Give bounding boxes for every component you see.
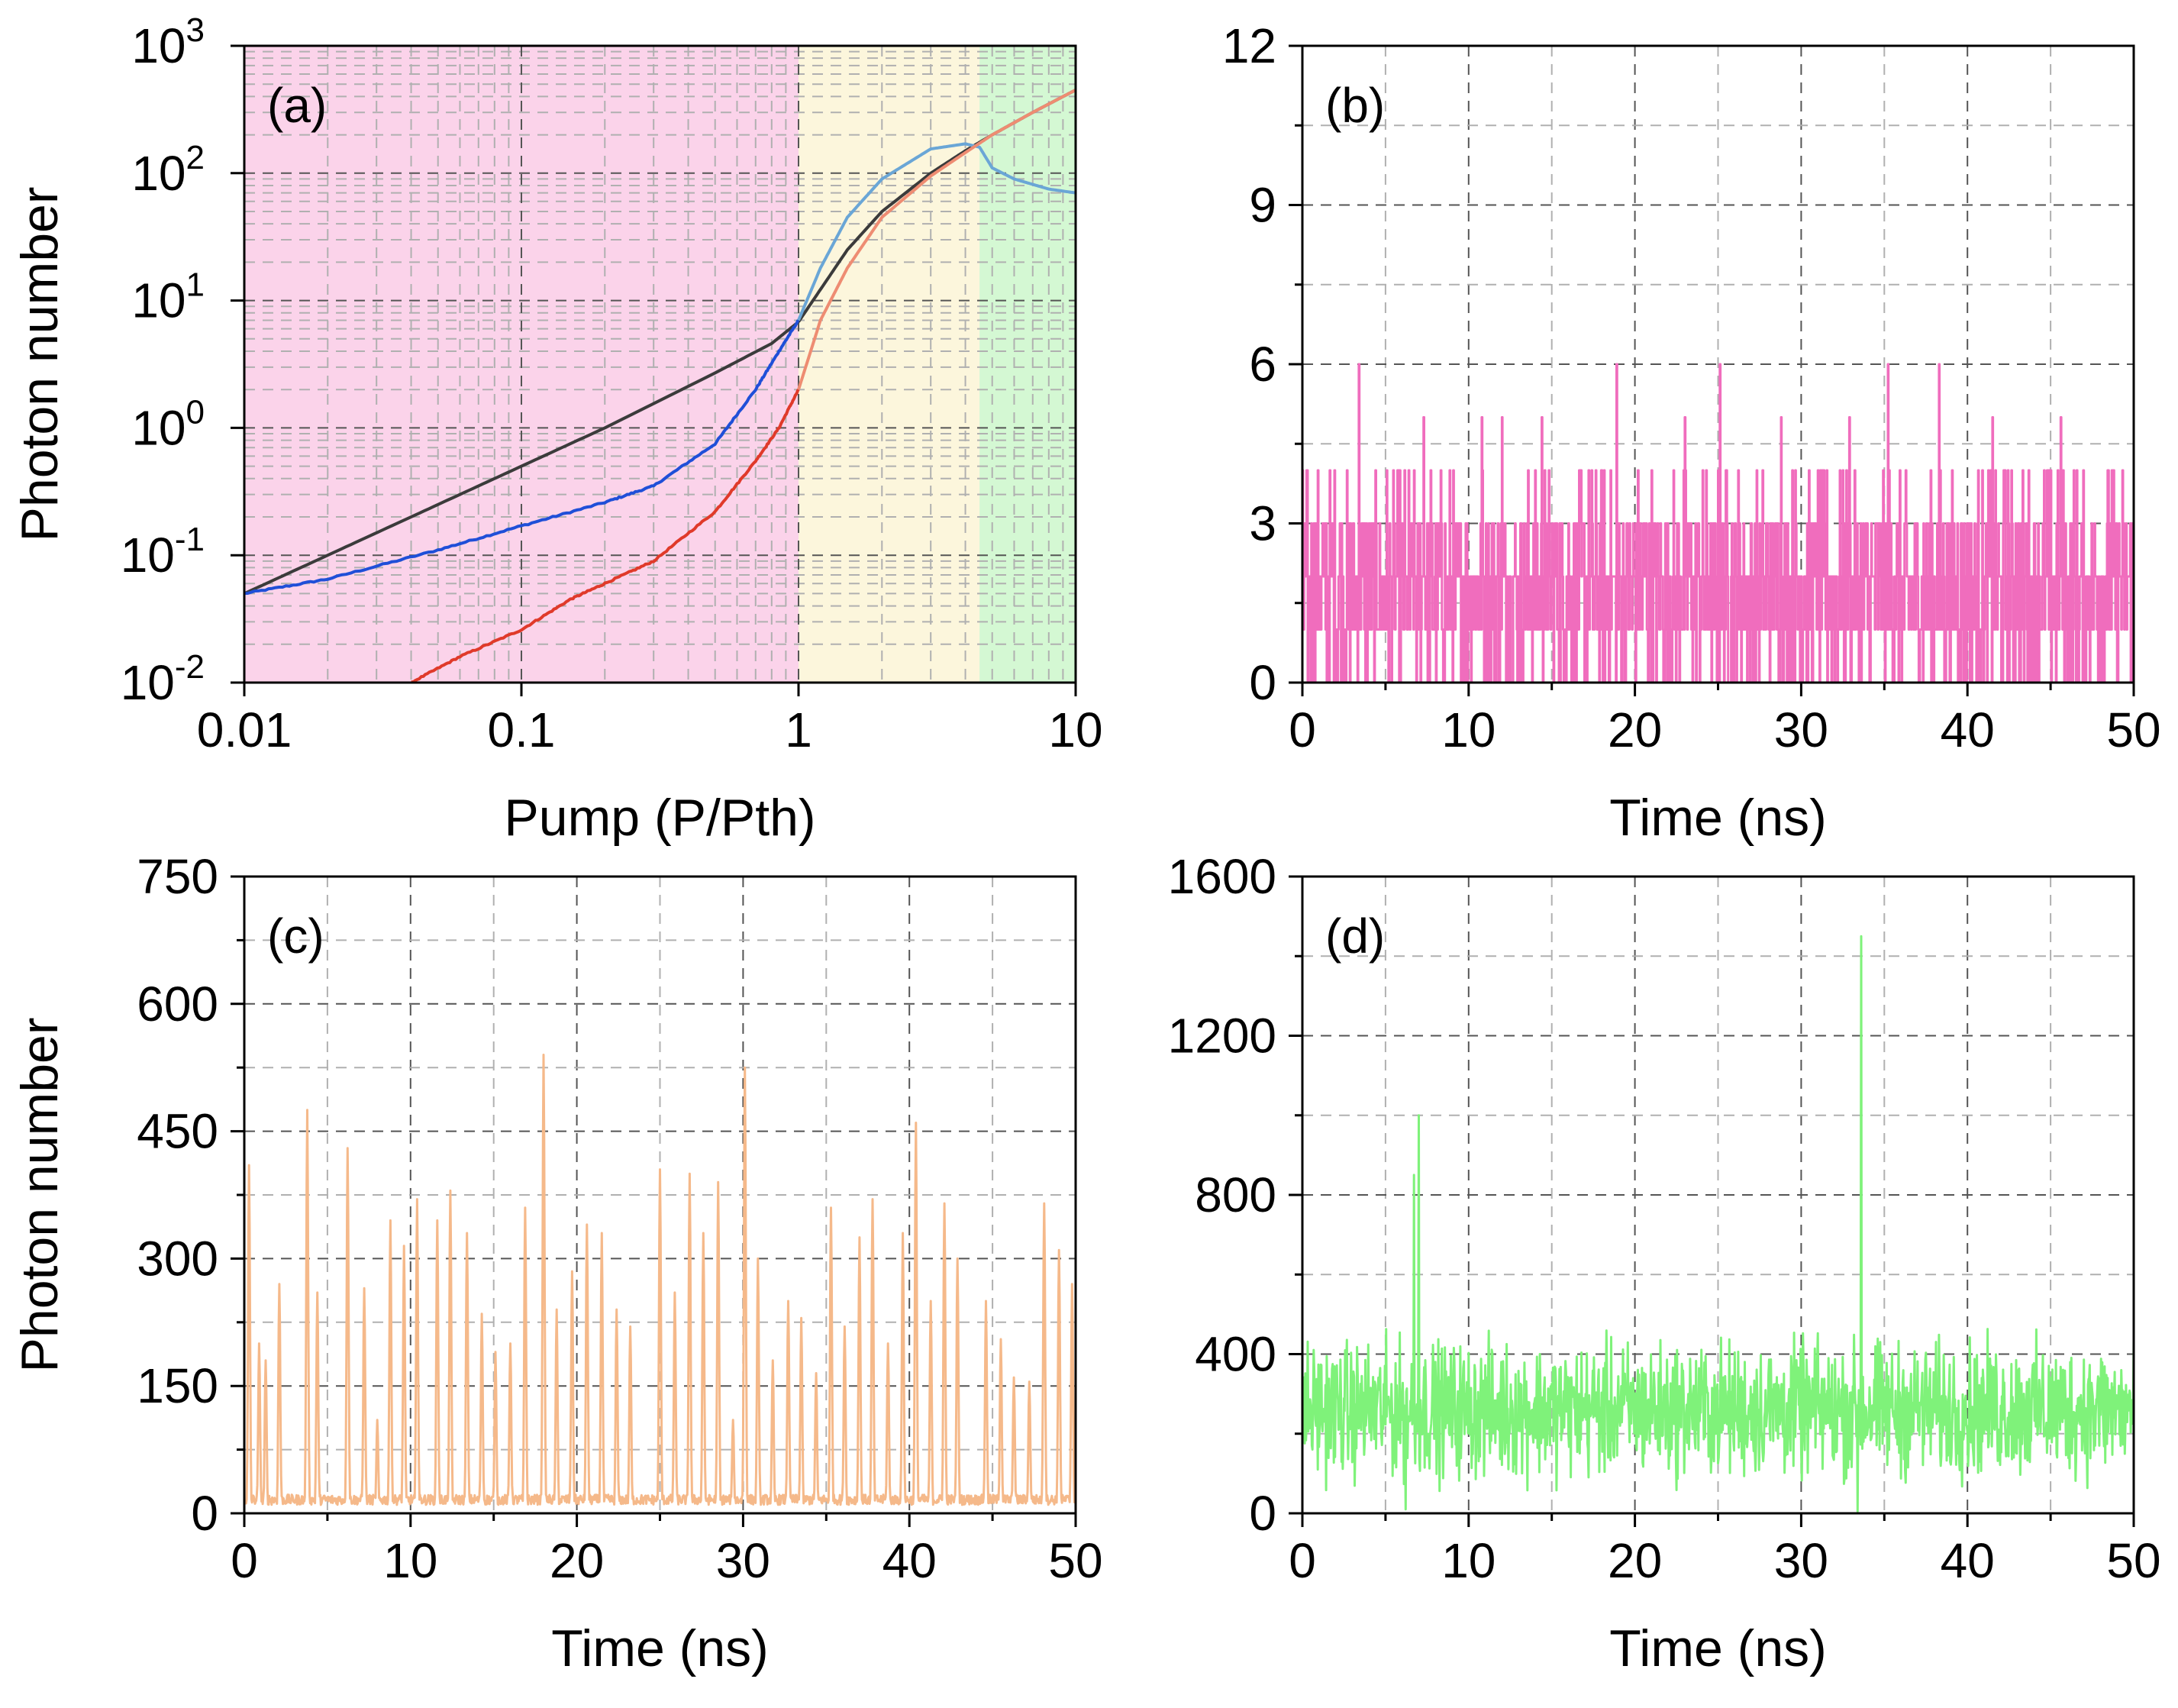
x-tick-label: 0 [1289, 1533, 1316, 1588]
y-tick-label: 100 [131, 393, 205, 455]
x-tick-label: 30 [1774, 702, 1828, 757]
series-red-line-upper [797, 89, 1076, 390]
x-tick-label: 50 [1048, 1533, 1102, 1588]
y-tick-label: 0 [1249, 1486, 1276, 1541]
y-tick-label: 9 [1249, 178, 1276, 233]
y-tick-base: 10 [131, 18, 186, 73]
y-tick-label: 300 [137, 1231, 218, 1286]
x-tick-label: 40 [1941, 702, 1995, 757]
x-tick-label: 1 [785, 702, 812, 757]
y-tick-label: 1200 [1168, 1009, 1276, 1064]
y-tick-label: 102 [131, 139, 205, 201]
region-lasing [979, 46, 1076, 683]
y-tick-label: 750 [137, 849, 218, 904]
y-tick-label: 3 [1249, 496, 1276, 551]
y-axis-title: Photon number [11, 1018, 69, 1373]
x-tick-label: 50 [2106, 1533, 2160, 1588]
y-tick-base: 10 [131, 273, 186, 328]
series-group [1302, 363, 2134, 683]
y-tick-label: 450 [137, 1104, 218, 1159]
x-tick-label: 10 [1441, 1533, 1496, 1588]
x-tick-label: 50 [2106, 702, 2160, 757]
panel-d: 0 10 20 30 40 50 0 400 800 1200 1600 Time (ns) (d) [1168, 849, 2161, 1677]
y-tick-label: 800 [1195, 1167, 1276, 1222]
x-tick-label: 40 [1941, 1533, 1995, 1588]
y-tick-label: 400 [1195, 1327, 1276, 1382]
x-tick-label: 10 [1441, 702, 1496, 757]
y-tick-exponent: 1 [186, 266, 205, 304]
y-tick-exponent: 2 [186, 139, 205, 176]
y-tick-label: 103 [131, 11, 205, 73]
series-blue-line [244, 318, 800, 596]
panel-label: (d) [1325, 909, 1385, 964]
plot-frame [243, 44, 1077, 684]
region-transition [799, 46, 980, 683]
y-tick-label: 10-2 [121, 648, 205, 710]
y-tick-label: 12 [1222, 18, 1276, 73]
y-tick-label: 150 [137, 1358, 218, 1413]
panel-c: 0 10 20 30 40 50 0 150 300 450 600 750 Time (ns) Phot… [11, 849, 1103, 1677]
panel-label: (b) [1325, 78, 1385, 133]
x-tick-label: 20 [1608, 702, 1662, 757]
x-tick-label: 0 [231, 1533, 258, 1588]
y-tick-exponent: -2 [175, 648, 205, 686]
panel-label: (a) [267, 78, 327, 133]
y-axis-title: Photon number [11, 187, 69, 542]
x-tick-label: 30 [716, 1533, 770, 1588]
x-tick-label: 0.1 [488, 702, 556, 757]
y-tick-label: 0 [1249, 655, 1276, 710]
x-axis-title: Pump (P/Pth) [504, 789, 815, 847]
y-tick-base: 10 [121, 655, 175, 710]
panel-b: 0 10 20 30 40 50 0 3 6 9 12 Time (ns) (b) [1222, 18, 2161, 847]
x-tick-label: 10 [383, 1533, 437, 1588]
y-tick-label: 6 [1249, 337, 1276, 392]
series-photon-trace-line [1302, 363, 2134, 683]
x-tick-label: 10 [1048, 702, 1102, 757]
y-tick-label: 0 [191, 1486, 218, 1541]
x-axis-title: Time (ns) [1609, 1619, 1827, 1677]
series-pulse-train-line [244, 1054, 1076, 1506]
x-tick-label: 30 [1774, 1533, 1828, 1588]
series-red-line [411, 388, 800, 683]
x-tick-label: 20 [550, 1533, 604, 1588]
series-black-line [244, 320, 800, 596]
y-tick-exponent: 0 [186, 393, 205, 431]
x-tick-label: 0.01 [197, 702, 292, 757]
y-tick-exponent: 3 [186, 11, 205, 49]
series-blue-line-upper [797, 142, 1076, 321]
series-group [244, 89, 1076, 683]
y-tick-base: 10 [131, 146, 186, 201]
x-axis-title: Time (ns) [1609, 789, 1827, 847]
x-axis-title: Time (ns) [551, 1619, 769, 1677]
x-tick-label: 0 [1289, 702, 1316, 757]
y-tick-label: 10-1 [121, 521, 205, 583]
y-tick-base: 10 [131, 400, 186, 455]
series-photon-trace-line [1302, 935, 2134, 1513]
y-tick-base: 10 [121, 528, 175, 583]
series-group [244, 1054, 1076, 1506]
x-tick-label: 20 [1608, 1533, 1662, 1588]
panel-label: (c) [267, 909, 324, 964]
y-tick-label: 101 [131, 266, 205, 328]
series-group [1302, 935, 2134, 1513]
x-tick-label: 40 [882, 1533, 937, 1588]
y-tick-label: 600 [137, 977, 218, 1032]
y-tick-exponent: -1 [175, 521, 205, 558]
y-tick-label: 1600 [1168, 849, 1276, 904]
